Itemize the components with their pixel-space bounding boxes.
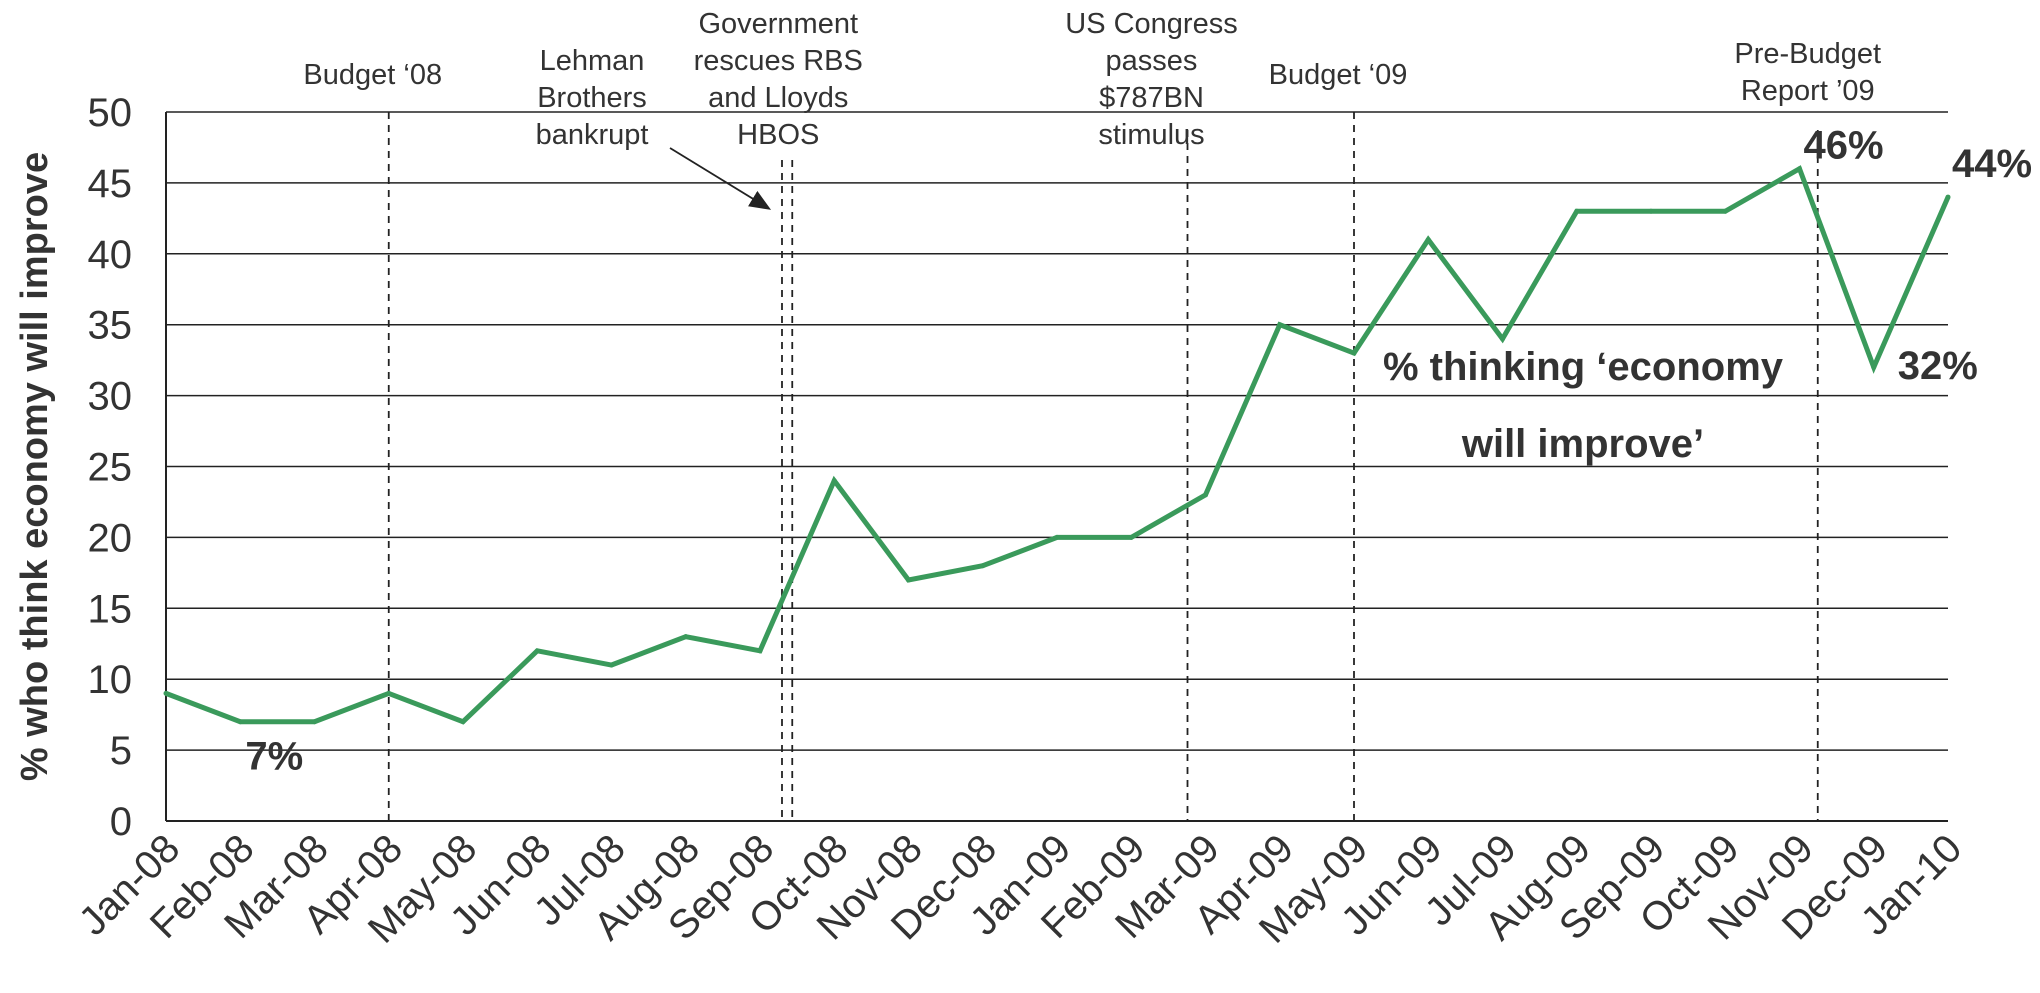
gridlines [166, 111, 1948, 751]
data-point [1797, 166, 1802, 172]
y-axis-label: % who think economy will improve [14, 152, 56, 781]
event-label: passes [1106, 45, 1198, 77]
data-point [1648, 208, 1654, 214]
data-point [683, 634, 689, 640]
data-point [237, 719, 243, 725]
data-point [1871, 364, 1877, 370]
event-label: bankrupt [536, 119, 649, 151]
series-layer [163, 165, 1951, 725]
data-annotation: 7% [245, 735, 303, 779]
event-label: HBOS [737, 119, 819, 151]
y-tick-label: 5 [110, 729, 132, 773]
event-label: $787BN [1099, 82, 1204, 114]
y-tick-label: 20 [88, 516, 133, 560]
event-arrow [669, 147, 772, 210]
data-point [831, 478, 837, 484]
data-point [1574, 208, 1580, 214]
event-label: Government [698, 8, 858, 40]
event-label: Brothers [537, 82, 647, 114]
data-point [163, 690, 169, 696]
data-point [460, 719, 466, 725]
data-point [1500, 336, 1505, 342]
labels: 7% 46% 32% 44% % thinking ‘economy will impro… [245, 124, 2032, 779]
data-annotation: 46% [1803, 124, 1883, 168]
data-point [386, 690, 392, 696]
event-label: Budget ‘08 [303, 59, 442, 91]
data-point [906, 577, 911, 583]
y-tick-label: 15 [88, 587, 133, 631]
series-label: will improve’ [1461, 422, 1704, 466]
event-label: Report ’09 [1741, 75, 1875, 107]
data-point [534, 648, 540, 654]
data-point [1425, 237, 1431, 243]
event-label: stimulus [1098, 119, 1204, 151]
data-point [1203, 492, 1208, 498]
event-label: Budget ‘09 [1269, 59, 1408, 91]
event-label: and Lloyds [708, 82, 848, 114]
data-annotation: 44% [1952, 142, 2032, 186]
data-point [1128, 534, 1134, 540]
series-label: % thinking ‘economy [1383, 345, 1784, 389]
event-label: US Congress [1065, 8, 1237, 40]
y-tick-label: 35 [88, 304, 133, 348]
y-tick-label: 40 [88, 233, 133, 277]
event-label: rescues RBS [694, 45, 863, 77]
y-tick-label: 45 [88, 162, 133, 206]
data-point [1945, 194, 1951, 200]
data-point [1277, 322, 1283, 328]
y-tick-label: 10 [88, 658, 133, 702]
y-tick-label: 50 [88, 91, 133, 135]
event-label: Lehman [540, 45, 645, 77]
axes: 05101520253035404550Jan-08Feb-08Mar-08Ap… [14, 91, 1970, 952]
event-markers: Budget ‘08 Lehman Brothers bankrupt Governme… [303, 8, 1881, 821]
data-point [312, 719, 317, 725]
data-point [757, 648, 763, 654]
data-point [609, 662, 614, 668]
data-point [980, 563, 986, 569]
data-annotation: 32% [1898, 344, 1978, 388]
data-point [1351, 350, 1357, 356]
y-tick-label: 25 [88, 446, 133, 490]
y-tick-label: 30 [88, 375, 133, 419]
event-label: Pre-Budget [1734, 38, 1881, 70]
data-point [1722, 208, 1728, 214]
data-point [1054, 534, 1060, 540]
y-tick-label: 0 [110, 800, 132, 844]
